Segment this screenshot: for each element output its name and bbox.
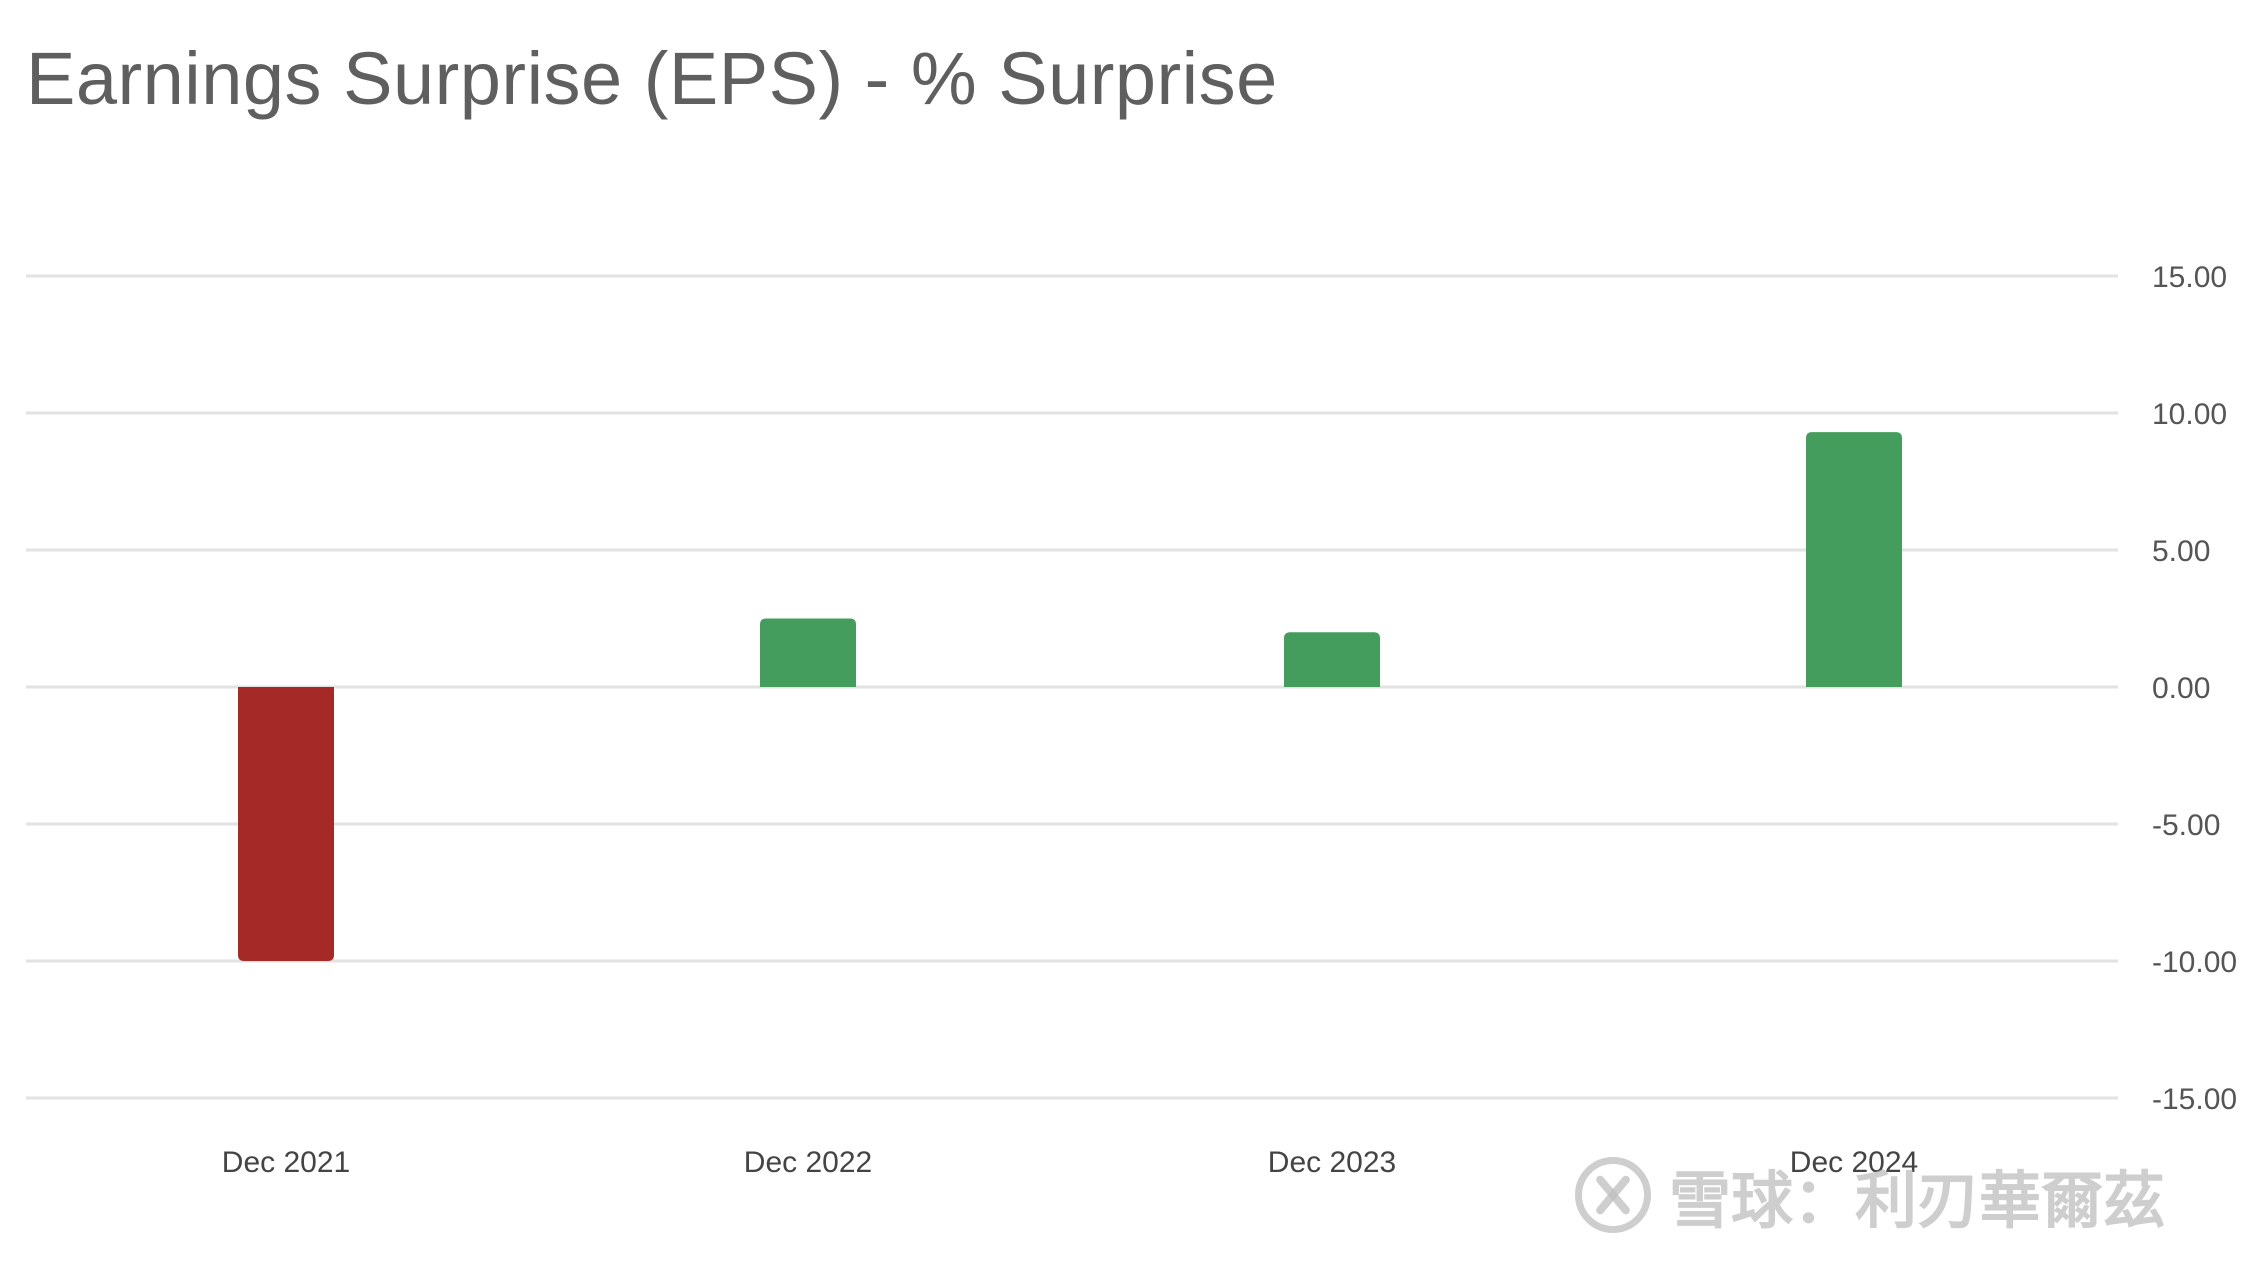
y-tick-label: -15.00 (2152, 1083, 2237, 1116)
x-category-label: Dec 2023 (1268, 1146, 1396, 1179)
y-tick-label: 5.00 (2152, 535, 2210, 568)
y-tick-label: 10.00 (2152, 398, 2227, 431)
y-tick-label: 0.00 (2152, 672, 2210, 705)
bar-dec-2022 (760, 618, 856, 687)
x-category-label: Dec 2021 (222, 1146, 350, 1179)
y-axis-ticks: 15.00 10.00 5.00 0.00 -5.00 -10.00 -15.00 (2152, 261, 2237, 1116)
chart-title: Earnings Surprise (EPS) - % Surprise (26, 37, 1278, 120)
bar-dec-2023 (1284, 632, 1380, 687)
bar-dec-2021 (238, 687, 334, 961)
bar-dec-2024 (1806, 432, 1902, 687)
x-category-label: Dec 2024 (1790, 1146, 1918, 1179)
y-tick-label: -10.00 (2152, 946, 2237, 979)
x-category-label: Dec 2022 (744, 1146, 872, 1179)
y-tick-label: 15.00 (2152, 261, 2227, 294)
bars (238, 432, 1902, 961)
y-tick-label: -5.00 (2152, 809, 2220, 842)
gridlines (26, 274, 2118, 1100)
x-axis-categories: Dec 2021 Dec 2022 Dec 2023 Dec 2024 (222, 1146, 1918, 1179)
